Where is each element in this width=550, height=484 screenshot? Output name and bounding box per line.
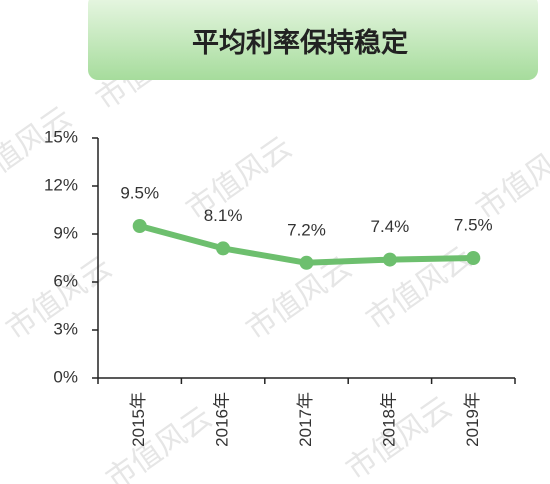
point [466, 251, 481, 265]
x-tick-label: 2019年 [463, 392, 482, 447]
point [299, 255, 314, 270]
title-banner [88, 0, 538, 80]
data-label: 7.5% [454, 215, 493, 234]
watermark: 市值风云 [240, 251, 357, 347]
x-tick-label: 2017年 [296, 392, 315, 447]
watermark: 市值风云 [360, 241, 477, 337]
y-tick-label: 9% [53, 223, 78, 242]
data-label: 9.5% [120, 183, 159, 202]
watermark: 市值风云 [340, 391, 457, 484]
data-label: 8.1% [204, 206, 243, 225]
point [216, 241, 231, 256]
y-tick-label: 0% [53, 367, 78, 386]
y-tick-label: 12% [44, 175, 78, 194]
x-tick-label: 2018年 [379, 392, 398, 447]
watermark: 市值风云 [100, 401, 217, 484]
y-tick-label: 15% [44, 127, 78, 146]
y-tick-label: 6% [53, 271, 78, 290]
x-tick-label: 2016年 [213, 392, 232, 447]
chart-title: 平均利率保持稳定 [192, 27, 408, 58]
point [132, 219, 147, 233]
point [382, 252, 397, 267]
y-tick-label: 3% [53, 319, 78, 338]
x-tick-label: 2015年 [129, 392, 148, 447]
data-label: 7.4% [371, 217, 410, 236]
watermark: 市值风云 [470, 131, 550, 227]
data-label: 7.2% [287, 220, 326, 239]
